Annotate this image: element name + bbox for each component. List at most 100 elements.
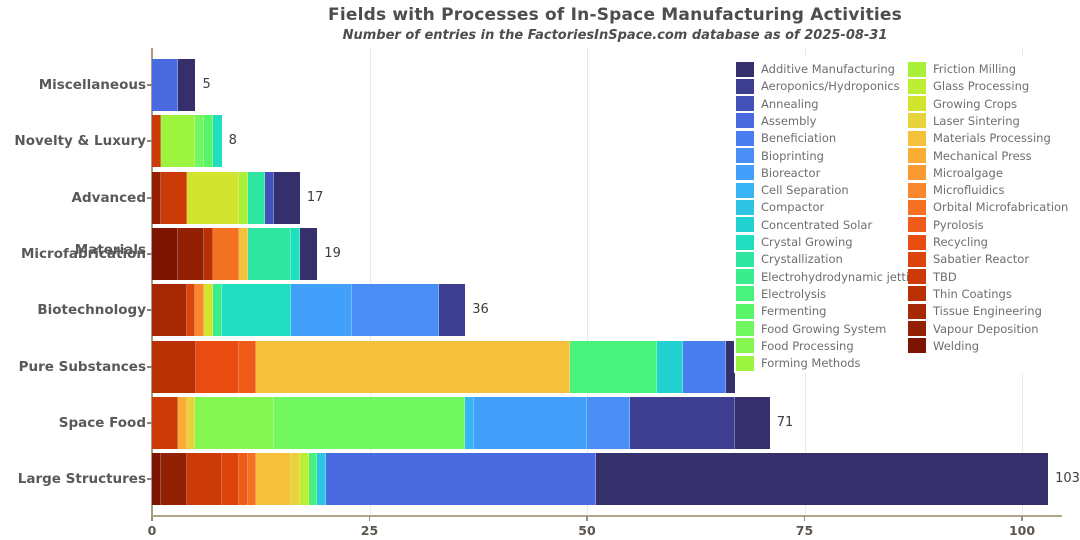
bar-value-label: 8 — [228, 133, 237, 149]
bar-segment — [204, 227, 213, 280]
legend-item: TBD — [908, 269, 957, 285]
bar-segment — [195, 115, 205, 168]
legend-label: Crystallization — [761, 252, 843, 267]
bar-segment — [352, 284, 440, 337]
bar-biotechnology — [152, 284, 466, 337]
bar-microfabrication — [152, 227, 318, 280]
gridline-25 — [369, 48, 371, 515]
legend-swatch — [908, 321, 926, 336]
bar-segment — [273, 396, 466, 449]
x-tick-label: 50 — [578, 523, 596, 538]
legend-item: Growing Crops — [908, 96, 1017, 112]
bar-segment — [734, 396, 770, 449]
x-tick-mark — [1021, 516, 1023, 521]
legend-label: Concentrated Solar — [761, 217, 873, 232]
legend-swatch — [908, 61, 926, 77]
legend-label: Glass Processing — [933, 79, 1030, 94]
bar-segment — [325, 453, 596, 506]
bar-segment — [299, 453, 309, 506]
x-tick-mark — [368, 516, 371, 521]
bar-segment — [247, 453, 257, 506]
legend-swatch — [736, 269, 754, 285]
legend-label: Microfluidics — [933, 183, 1005, 198]
bar-segment — [160, 453, 187, 506]
legend-item: Welding — [908, 338, 979, 354]
legend-item: Bioreactor — [736, 165, 820, 181]
bar-segment — [221, 284, 292, 337]
legend-swatch — [736, 303, 754, 319]
legend-label: Cell Separation — [761, 183, 849, 198]
legend-item: Beneficiation — [736, 130, 836, 146]
legend-label: Aeroponics/Hydroponics — [761, 79, 900, 94]
bar-segment — [160, 115, 196, 168]
y-axis-line — [151, 48, 153, 516]
bar-segment — [465, 396, 474, 449]
legend-item: Tissue Engineering — [908, 303, 1042, 319]
category-label: Pure Substances — [18, 358, 146, 375]
bar-segment — [212, 227, 239, 280]
legend-label: Electrohydrodynamic jetting — [761, 269, 924, 284]
legend-label: Tissue Engineering — [933, 304, 1042, 319]
bar-segment — [238, 453, 248, 506]
legend-swatch — [908, 78, 926, 94]
legend-label: Materials Processing — [933, 131, 1051, 146]
bar-segment — [204, 284, 213, 337]
legend-label: Fermenting — [761, 304, 827, 319]
chart-subtitle: Number of entries in the FactoriesInSpac… — [342, 28, 888, 43]
bar-segment — [178, 396, 187, 449]
bar-value-label: 71 — [776, 414, 794, 430]
bar-segment — [152, 396, 179, 449]
x-tick-label: 100 — [1008, 523, 1036, 538]
legend-swatch — [908, 148, 926, 163]
bar-segment — [256, 453, 292, 506]
legend-item: Assembly — [736, 113, 816, 129]
legend-item: Laser Sintering — [908, 113, 1020, 129]
bar-segment — [238, 171, 248, 224]
category-label: Novelty & Luxury — [14, 133, 146, 150]
legend-label: Thin Coatings — [933, 286, 1012, 301]
legend-label: Annealing — [761, 96, 819, 111]
y-tick-mark — [147, 478, 152, 481]
bar-novelty-luxury — [152, 115, 222, 168]
y-tick-mark — [147, 365, 152, 368]
legend-label: Recycling — [933, 235, 988, 249]
bar-segment — [726, 340, 735, 393]
bar-segment — [473, 396, 587, 449]
legend-item: Sabatier Reactor — [908, 251, 1029, 267]
bar-segment — [239, 340, 257, 393]
bar-space-food — [152, 396, 770, 449]
bar-segment — [152, 340, 196, 393]
legend-swatch — [908, 338, 926, 354]
legend-item: Food Growing System — [736, 321, 886, 337]
legend-swatch — [736, 286, 754, 302]
legend-item: Fermenting — [736, 303, 826, 319]
bar-segment — [299, 227, 318, 280]
bar-segment — [308, 453, 318, 506]
bar-value-label: 36 — [472, 302, 489, 318]
bar-segment — [291, 284, 353, 337]
legend-item: Mechanical Press — [908, 148, 1032, 164]
legend-swatch — [908, 130, 926, 146]
legend-item: Additive Manufacturing — [736, 61, 895, 77]
gridline-50 — [587, 48, 588, 515]
bar-segment — [291, 227, 300, 280]
legend-item: Glass Processing — [908, 78, 1029, 94]
bar-segment — [439, 284, 466, 337]
bar-segment — [586, 396, 631, 449]
legend-swatch — [736, 96, 754, 112]
x-tick-mark — [803, 516, 806, 521]
category-label: Microfabrication — [20, 245, 146, 262]
legend-item: Microfluidics — [908, 182, 1005, 198]
legend-item: Materials Processing — [908, 130, 1051, 146]
legend-label: Pyrolosis — [933, 217, 984, 232]
category-label: Miscellaneous — [38, 77, 146, 93]
bar-segment — [152, 115, 161, 168]
legend-item: Cell Separation — [736, 182, 849, 198]
legend-swatch — [736, 217, 754, 233]
legend-label: Forming Methods — [761, 356, 861, 371]
legend-item: Compactor — [736, 199, 824, 215]
bar-segment — [152, 171, 161, 224]
bar-segment — [265, 171, 274, 224]
bar-value-label: 103 — [1055, 471, 1080, 487]
